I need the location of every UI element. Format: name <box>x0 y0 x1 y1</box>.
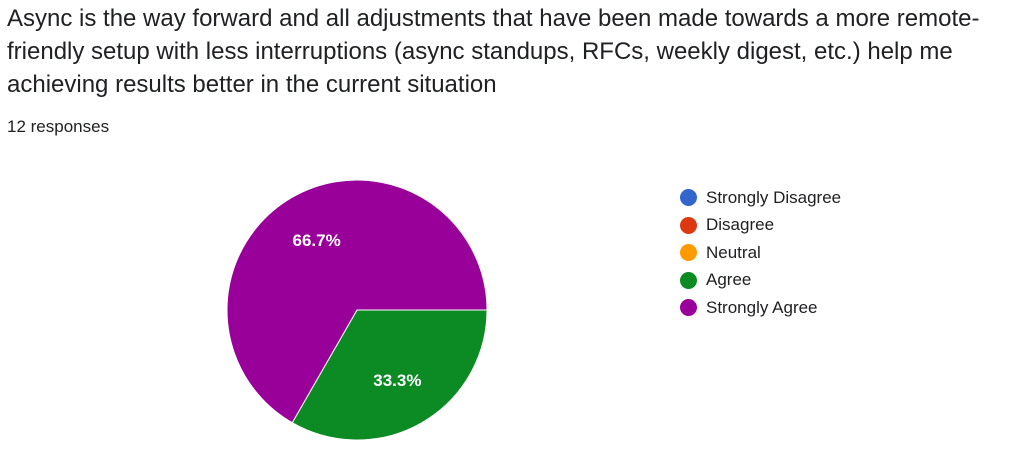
legend-label: Neutral <box>706 242 761 262</box>
legend-dot-icon <box>680 189 697 207</box>
legend-item-strongly-disagree[interactable]: Strongly Disagree <box>680 184 841 212</box>
legend-dot-icon <box>680 271 697 289</box>
legend-item-agree[interactable]: Agree <box>680 267 841 295</box>
question-text: Async is the way forward and all adjustm… <box>7 5 980 98</box>
legend-dot-icon <box>680 244 697 262</box>
legend-label: Agree <box>706 270 752 290</box>
responses-count: 12 responses <box>7 117 110 136</box>
legend-item-disagree[interactable]: Disagree <box>680 212 841 240</box>
legend-label: Strongly Disagree <box>706 187 842 207</box>
chart-legend: Strongly Disagree Disagree Neutral Agree Str… <box>680 184 841 322</box>
pie-slice-agree[interactable] <box>291 309 488 441</box>
legend-item-neutral[interactable]: Neutral <box>680 239 841 267</box>
legend-label: Strongly Agree <box>706 297 818 317</box>
legend-dot-icon <box>680 299 697 317</box>
legend-label: Disagree <box>706 215 775 235</box>
legend-dot-icon <box>680 216 697 234</box>
pie-slice-strongly-agree[interactable] <box>226 179 488 424</box>
slice-label-strongly-agree: 66.7% <box>293 231 341 250</box>
legend-item-strongly-agree[interactable]: Strongly Agree <box>680 294 841 322</box>
slice-label-agree: 33.3% <box>373 371 421 390</box>
